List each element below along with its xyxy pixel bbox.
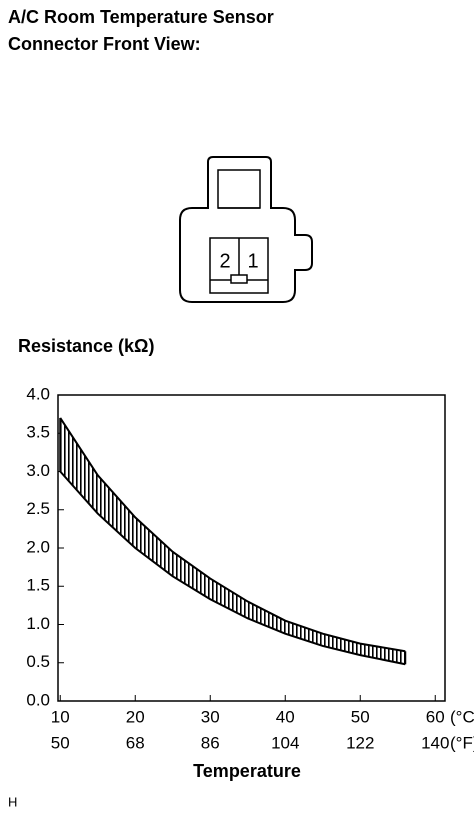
connector bbox=[179, 156, 313, 303]
y-tick-label: 4.0 bbox=[26, 384, 50, 403]
footer: H bbox=[8, 794, 17, 809]
y-tick-label: 3.0 bbox=[26, 461, 50, 480]
x-unit: (°C) bbox=[450, 707, 474, 726]
band-edge bbox=[59, 470, 406, 666]
y-tick-label: 0.5 bbox=[26, 652, 50, 671]
y-tick-label: 1.5 bbox=[26, 576, 50, 595]
x-axis-label: Temperature bbox=[193, 761, 301, 781]
y-tick-label: 2.0 bbox=[26, 537, 50, 556]
y-tick-label: 0.0 bbox=[26, 690, 50, 709]
x-tick-label: 50 bbox=[351, 707, 370, 726]
x2-tick-label: 122 bbox=[346, 733, 374, 752]
x2-tick-label: 68 bbox=[126, 733, 145, 752]
y-tick-label: 2.5 bbox=[26, 499, 50, 518]
y-axis-label: Resistance (kΩ) bbox=[18, 336, 155, 356]
x2-tick-label: 86 bbox=[201, 733, 220, 752]
title-line: A/C Room Temperature Sensor bbox=[8, 7, 274, 27]
x-tick-label: 40 bbox=[276, 707, 295, 726]
x2-tick-label: 104 bbox=[271, 733, 299, 752]
x-tick-label: 20 bbox=[126, 707, 145, 726]
y-tick-label: 3.5 bbox=[26, 423, 50, 442]
x2-tick-label: 50 bbox=[51, 733, 70, 752]
y-tick-label: 1.0 bbox=[26, 614, 50, 633]
x-tick-label: 60 bbox=[426, 707, 445, 726]
x2-tick-label: 140 bbox=[421, 733, 449, 752]
band-area bbox=[60, 417, 406, 665]
title-line: Connector Front View: bbox=[8, 34, 201, 54]
pin-label: 2 bbox=[219, 250, 230, 272]
pin-label: 1 bbox=[247, 250, 258, 272]
x-tick-label: 30 bbox=[201, 707, 220, 726]
band-edge bbox=[59, 417, 406, 653]
x-tick-label: 10 bbox=[51, 707, 70, 726]
x2-unit: (°F) bbox=[450, 733, 474, 752]
